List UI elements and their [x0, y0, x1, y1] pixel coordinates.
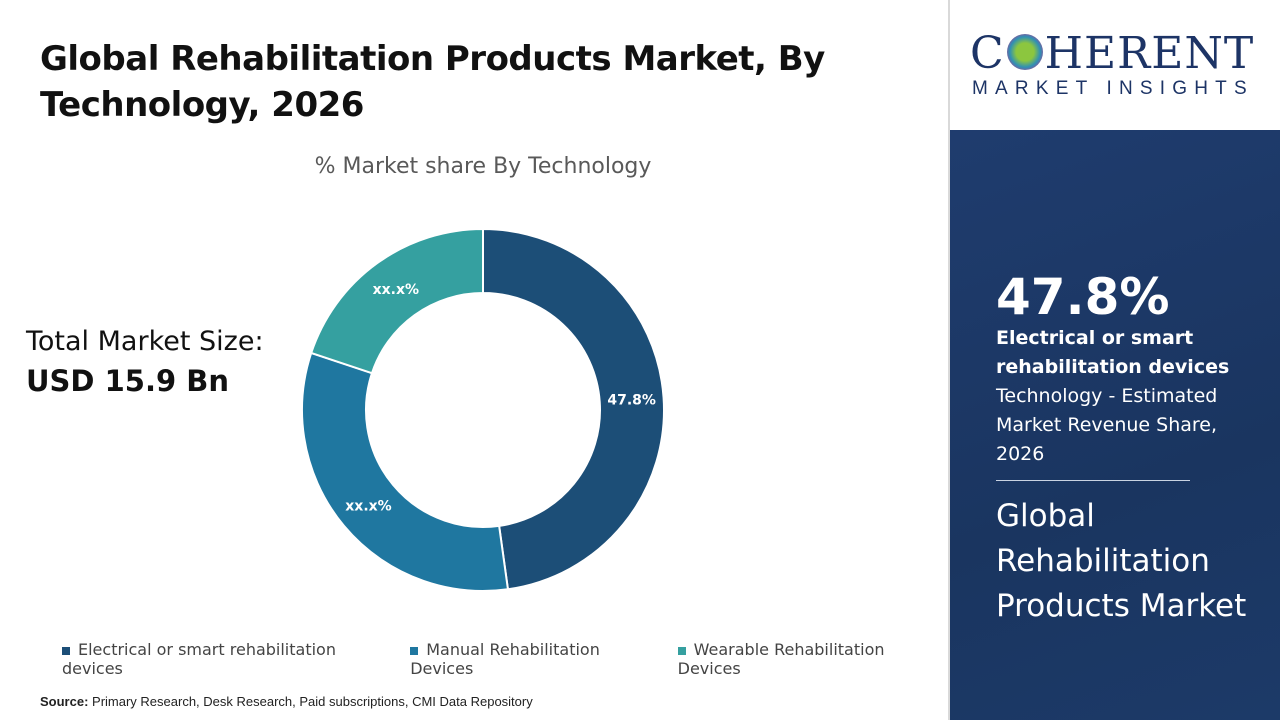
legend-item: Wearable Rehabilitation Devices [677, 640, 948, 678]
total-market-label: Total Market Size: [26, 326, 264, 357]
legend-swatch [677, 646, 686, 655]
highlight-panel: 47.8% Electrical or smart rehabilitation… [950, 130, 1280, 720]
panel-divider [996, 480, 1190, 481]
source-note: Source: Primary Research, Desk Research,… [40, 694, 533, 709]
total-market-value: USD 15.9 Bn [26, 364, 229, 398]
data-label: xx.x% [345, 498, 391, 514]
legend-item: Electrical or smart rehabilitation devic… [62, 640, 396, 678]
legend-swatch [62, 646, 70, 655]
donut-slice [309, 227, 484, 375]
data-label: xx.x% [373, 282, 419, 298]
chart-area: Global Rehabilitation Products Market, B… [26, 39, 948, 709]
highlight-market: Global Rehabilitation Products Market [996, 498, 1247, 624]
legend: Electrical or smart rehabilitation devic… [62, 640, 948, 678]
divider [948, 0, 950, 720]
logo-wordmark: C HERENT [970, 28, 1255, 79]
source-text: Primary Research, Desk Research, Paid su… [88, 694, 533, 709]
legend-label: Electrical or smart rehabilitation devic… [62, 640, 336, 678]
data-label: 47.8% [607, 393, 656, 409]
page-title: Global Rehabilitation Products Market, B… [40, 39, 825, 125]
globe-icon [1006, 34, 1043, 70]
source-label: Source: [40, 694, 89, 709]
donut-slice [482, 227, 665, 591]
legend-label: Wearable Rehabilitation Devices [677, 640, 885, 678]
donut-slice [301, 351, 510, 592]
legend-swatch [410, 646, 419, 655]
chart-title: % Market share By Technology [314, 154, 652, 179]
logo-tagline: MARKET INSIGHTS [972, 78, 1254, 99]
legend-item: Manual Rehabilitation Devices [410, 640, 663, 678]
donut-chart: 47.8% xx.x% xx.x% [301, 227, 665, 592]
highlight-percent: 47.8% [996, 268, 1170, 326]
highlight-segment: Electrical or smart rehabilitation devic… [996, 327, 1230, 378]
logo: C HERENT MARKET INSIGHTS [950, 0, 1280, 130]
highlight-description: Technology - Estimated Market Revenue Sh… [996, 385, 1218, 465]
legend-label: Manual Rehabilitation Devices [410, 640, 600, 678]
